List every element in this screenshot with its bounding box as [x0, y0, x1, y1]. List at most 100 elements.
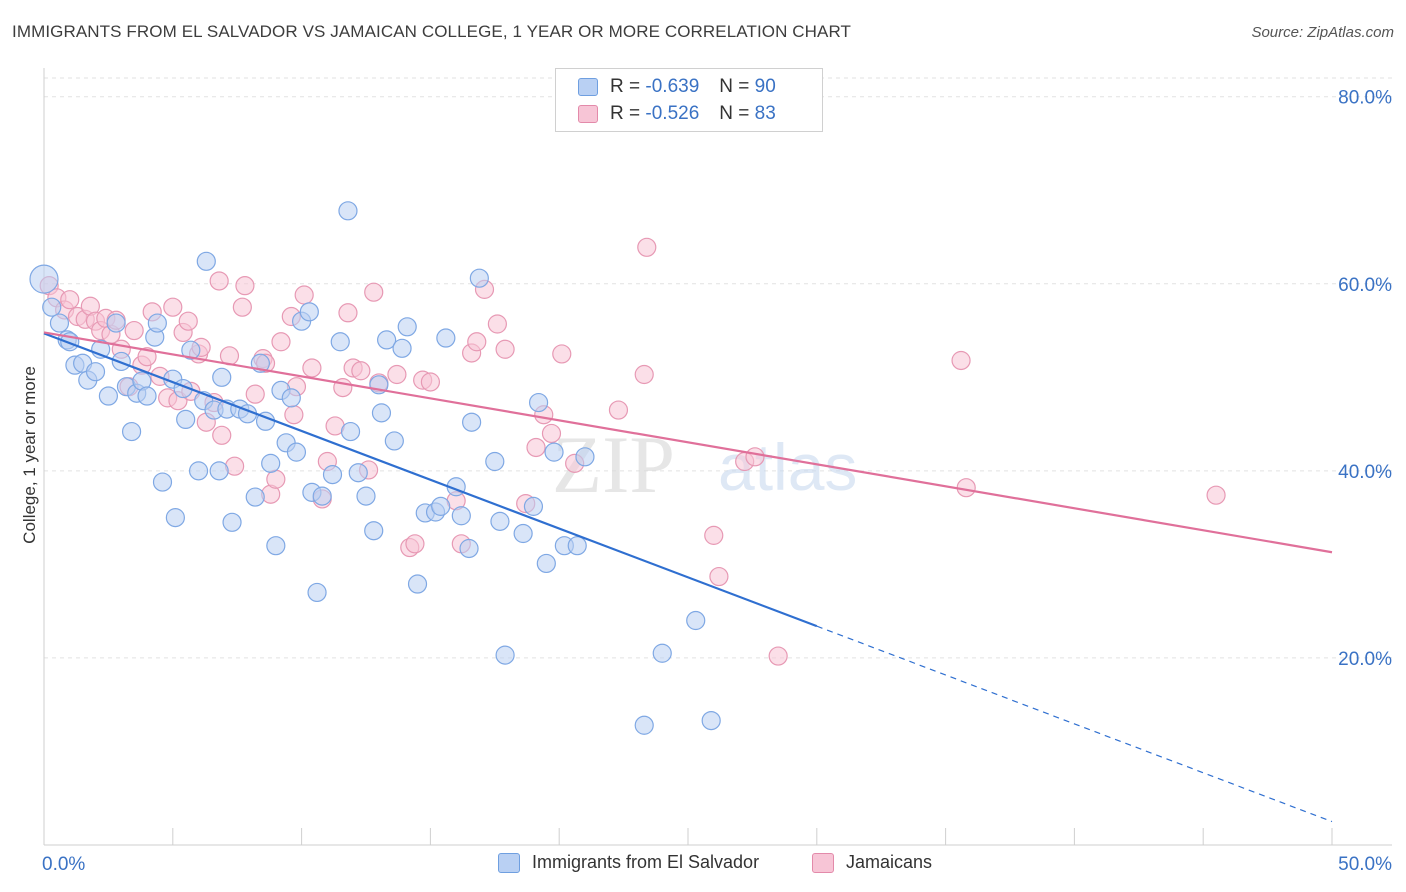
data-point — [121, 421, 142, 442]
data-point — [495, 339, 515, 359]
trend-lines — [43, 331, 1333, 823]
data-point — [286, 442, 307, 462]
data-point — [469, 268, 489, 288]
data-point — [209, 461, 229, 481]
legend-r-label: R = — [610, 76, 641, 97]
data-point — [552, 344, 572, 364]
trend-line-el-salvador — [43, 332, 818, 628]
y-tick-label: 80.0% — [1338, 88, 1392, 109]
y-tick-label: 40.0% — [1338, 462, 1392, 483]
trend-line-jamaicans — [43, 331, 1333, 554]
data-point — [608, 400, 629, 420]
y-tick-label: 20.0% — [1338, 649, 1392, 670]
data-point — [348, 463, 368, 483]
legend-r-value-pink: -0.526 — [645, 103, 700, 124]
legend-n-label: N = — [719, 103, 750, 124]
data-point — [178, 311, 198, 331]
data-point — [541, 423, 562, 444]
data-point — [1206, 485, 1226, 505]
data-point — [701, 710, 721, 731]
data-point — [384, 431, 404, 451]
data-point — [196, 251, 216, 271]
data-point — [106, 313, 126, 333]
data-point — [245, 384, 265, 404]
data-point — [768, 646, 788, 666]
data-point — [137, 386, 157, 406]
data-point — [459, 538, 479, 559]
chart-title: IMMIGRANTS FROM EL SALVADOR VS JAMAICAN … — [12, 22, 852, 41]
data-point — [364, 282, 384, 302]
data-point — [364, 521, 384, 541]
data-point — [652, 643, 672, 663]
data-point — [322, 464, 343, 485]
data-point — [513, 523, 533, 544]
data-point — [49, 313, 70, 333]
data-point — [188, 461, 209, 481]
data-point — [338, 303, 358, 323]
data-point — [536, 553, 556, 574]
data-point — [951, 350, 971, 371]
bottom-legend-swatch-pink — [812, 852, 834, 873]
data-point — [495, 645, 515, 665]
data-point — [111, 351, 131, 372]
data-point — [392, 338, 412, 358]
data-point — [176, 409, 196, 430]
data-point — [490, 511, 510, 531]
y-tick-label: 60.0% — [1338, 275, 1392, 296]
data-point — [235, 276, 255, 296]
legend-n-label: N = — [719, 76, 750, 97]
data-point — [686, 610, 706, 631]
data-point — [407, 574, 428, 594]
data-point — [634, 364, 654, 385]
data-point — [567, 536, 587, 556]
bottom-legend-label-blue: Immigrants from El Salvador — [532, 852, 760, 872]
x-tick-label: 50.0% — [1338, 854, 1392, 875]
data-point — [152, 472, 173, 492]
data-point — [232, 297, 252, 317]
data-point — [377, 330, 397, 350]
data-point — [98, 386, 119, 406]
data-point — [544, 442, 564, 462]
legend-row-el-salvador: R = -0.639 N = 90 — [578, 74, 776, 100]
legend-r-label: R = — [610, 103, 641, 124]
data-point — [330, 332, 350, 352]
y-axis-label: College, 1 year or more — [20, 366, 39, 544]
data-point — [420, 372, 440, 392]
data-point — [209, 271, 229, 291]
data-point — [526, 437, 546, 458]
data-point — [405, 534, 425, 554]
trend-line-el-salvador-extension — [816, 625, 1333, 823]
data-point — [212, 425, 232, 445]
axes — [43, 68, 1392, 846]
data-point — [222, 512, 242, 532]
legend-row-jamaicans: R = -0.526 N = 83 — [578, 101, 776, 127]
data-point — [467, 332, 487, 352]
data-point — [634, 715, 654, 735]
tick-labels: 20.0% 40.0% 60.0% 80.0% 0.0% 50.0% — [42, 88, 1392, 875]
data-point — [528, 392, 549, 413]
bottom-legend-label-pink: Jamaicans — [846, 852, 933, 872]
data-point — [181, 340, 201, 360]
data-point — [523, 496, 544, 516]
data-point — [575, 447, 595, 467]
data-point — [387, 364, 407, 385]
data-point — [338, 201, 358, 221]
data-point — [60, 290, 80, 310]
data-point — [397, 317, 417, 337]
data-point — [124, 320, 144, 341]
data-point — [745, 447, 765, 467]
data-point — [147, 313, 167, 333]
data-point — [266, 469, 286, 489]
data-point — [307, 582, 327, 603]
data-point — [271, 332, 291, 352]
data-point — [284, 405, 304, 425]
data-point — [281, 388, 301, 408]
legend-r-value-blue: -0.639 — [645, 76, 700, 97]
source-label: Source: ZipAtlas.com — [1251, 24, 1394, 41]
x-tick-label: 0.0% — [42, 854, 85, 875]
data-point — [371, 403, 392, 423]
data-point — [487, 314, 507, 334]
data-point — [431, 496, 451, 516]
bottom-legend-jamaicans: Jamaicans — [812, 852, 932, 873]
